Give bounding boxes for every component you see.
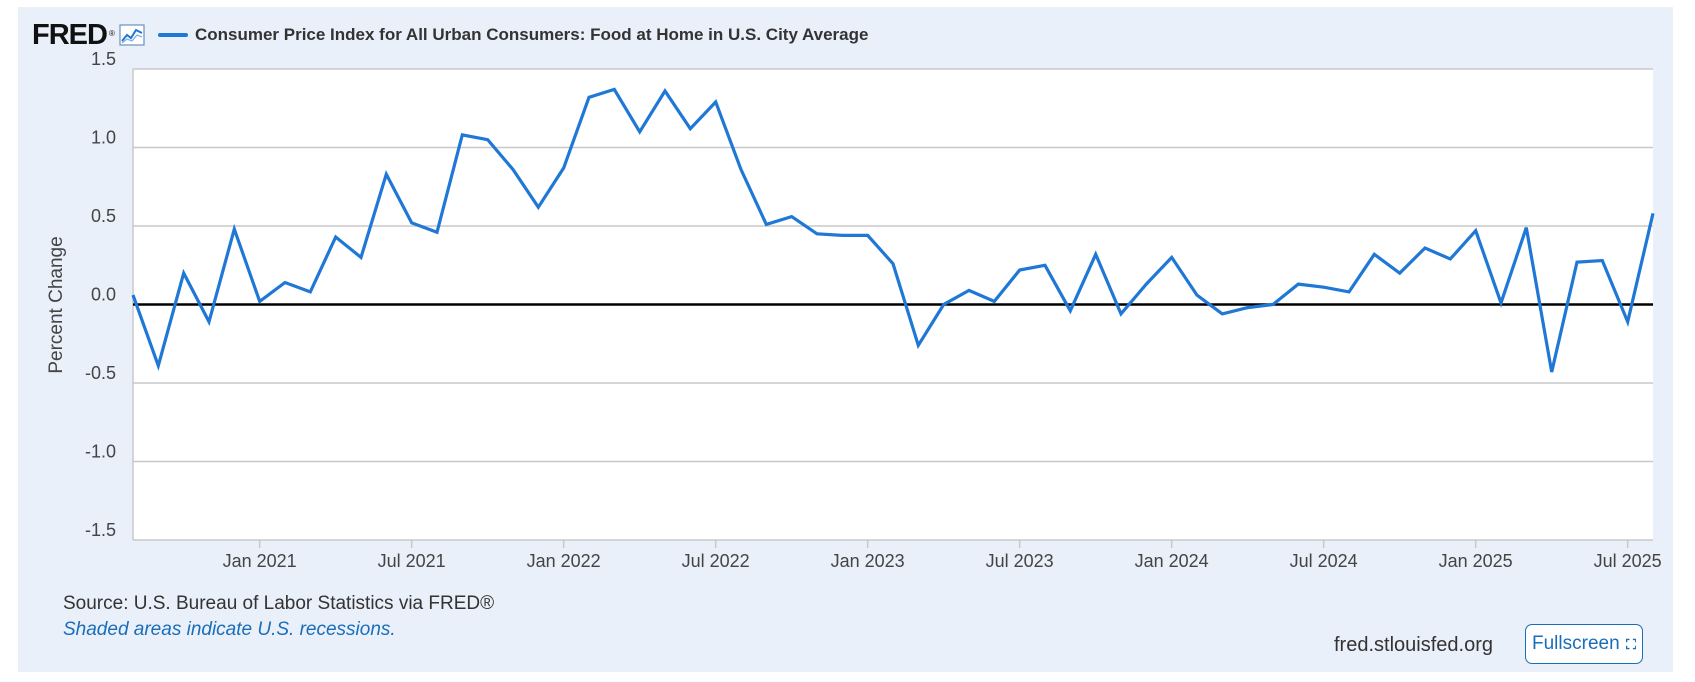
x-tick-label: Jul 2024 <box>1290 551 1358 571</box>
recession-note: Shaded areas indicate U.S. recessions. <box>63 619 396 640</box>
x-tick-label: Jan 2025 <box>1439 551 1513 571</box>
y-tick-label: -1.0 <box>85 442 116 462</box>
line-chart-icon <box>119 23 146 47</box>
y-tick-label: 1.5 <box>91 49 116 69</box>
source-text: Source: U.S. Bureau of Labor Statistics … <box>63 593 495 614</box>
series-title: Consumer Price Index for All Urban Consu… <box>194 25 869 44</box>
x-tick-label: Jul 2021 <box>378 551 446 571</box>
gridlines <box>133 68 1653 541</box>
fullscreen-label: Fullscreen <box>1532 633 1620 654</box>
y-tick-label: 0.5 <box>91 206 116 226</box>
x-tick-label: Jul 2023 <box>986 551 1054 571</box>
y-tick-label: 0.0 <box>91 285 116 305</box>
y-axis-title: Percent Change <box>46 236 67 373</box>
x-tick-labels: Jan 2021 Jul 2021 Jan 2022 Jul 2022 Jan 2023… <box>223 551 1662 571</box>
y-tick-label: -1.5 <box>85 520 116 540</box>
chart-header: FRED ® Consumer Price Index for All Urban… <box>32 17 868 53</box>
expand-icon <box>1625 638 1636 650</box>
fred-logo-mark: ® <box>109 29 115 38</box>
y-tick-label: -0.5 <box>85 363 116 383</box>
y-tick-label: 1.0 <box>91 128 116 148</box>
series-line[interactable] <box>131 87 1655 373</box>
y-tick-labels: -1.5 -1.0 -0.5 0.0 0.5 1.0 1.5 <box>85 49 116 540</box>
x-tick-label: Jan 2021 <box>223 551 297 571</box>
x-tick-label: Jan 2023 <box>831 551 905 571</box>
x-tick-label: Jan 2022 <box>527 551 601 571</box>
fullscreen-button[interactable]: Fullscreen <box>1525 624 1643 664</box>
series-layer <box>131 87 1655 373</box>
axes <box>132 69 1653 548</box>
fred-logo[interactable]: FRED ® <box>32 19 115 51</box>
legend-swatch <box>157 33 188 37</box>
site-url[interactable]: fred.stlouisfed.org <box>1334 634 1493 656</box>
x-tick-label: Jul 2022 <box>682 551 750 571</box>
x-tick-label: Jan 2024 <box>1135 551 1209 571</box>
fred-logo-text: FRED <box>32 19 108 51</box>
x-tick-label: Jul 2025 <box>1594 551 1662 571</box>
